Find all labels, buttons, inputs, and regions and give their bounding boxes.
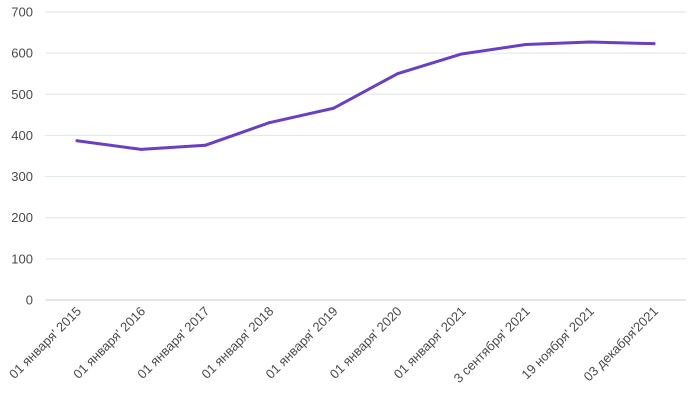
y-tick-label: 600 bbox=[11, 46, 33, 61]
data-point bbox=[76, 139, 79, 142]
data-point bbox=[396, 72, 399, 75]
y-tick-label: 400 bbox=[11, 128, 33, 143]
y-tick-label: 200 bbox=[11, 210, 33, 225]
y-tick-label: 100 bbox=[11, 251, 33, 266]
y-tick-label: 700 bbox=[11, 5, 33, 20]
data-point bbox=[653, 42, 656, 45]
data-point bbox=[268, 121, 271, 124]
series-layer bbox=[76, 41, 656, 151]
y-tick-label: 500 bbox=[11, 87, 33, 102]
data-point bbox=[332, 107, 335, 110]
y-tick-label: 0 bbox=[26, 293, 33, 308]
data-point bbox=[204, 144, 207, 147]
y-tick-label: 300 bbox=[11, 169, 33, 184]
data-point bbox=[460, 52, 463, 55]
gridlines bbox=[45, 12, 686, 300]
series-line bbox=[77, 42, 654, 149]
data-point bbox=[588, 41, 591, 44]
data-point bbox=[140, 148, 143, 151]
y-axis-ticks: 0 100 200 300 400 500 600 700 bbox=[11, 5, 33, 308]
data-point bbox=[524, 43, 527, 46]
